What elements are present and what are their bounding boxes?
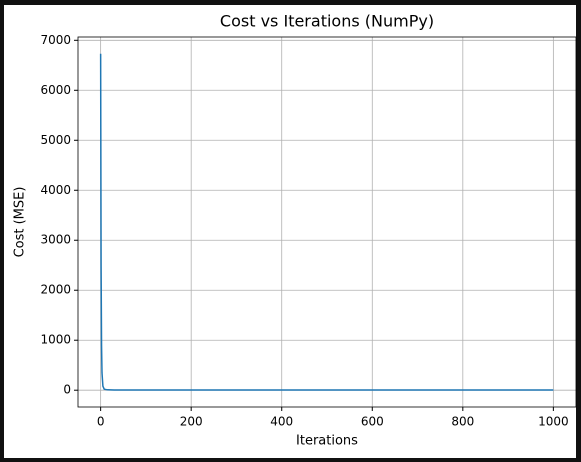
border-left	[0, 0, 4, 462]
y-tick-label: 4000	[40, 183, 71, 197]
y-tick-label: 3000	[40, 233, 71, 247]
chart-title: Cost vs Iterations (NumPy)	[220, 12, 434, 31]
x-tick-label: 600	[361, 415, 384, 429]
border-top	[0, 0, 581, 5]
y-tick-label: 0	[63, 383, 71, 397]
x-tick-label: 200	[180, 415, 203, 429]
border-bottom	[0, 458, 581, 462]
border-right	[576, 0, 581, 462]
axes-frame	[77, 36, 577, 408]
x-axis-label: Iterations	[296, 434, 358, 449]
y-tick-label: 6000	[40, 83, 71, 97]
y-axis-label: Cost (MSE)	[13, 187, 28, 258]
y-tick-label: 7000	[40, 33, 71, 47]
x-tick-label: 0	[97, 415, 105, 429]
y-tick-label: 5000	[40, 133, 71, 147]
x-tick-label: 800	[451, 415, 474, 429]
line	[99, 53, 554, 391]
x-tick-label: 400	[270, 415, 293, 429]
y-tick-label: 2000	[40, 283, 71, 297]
plot-area: 0 1000 2000 3000 4000 5000 6000 7000 0 200 400 600 8…	[40, 33, 577, 429]
y-tick-label: 1000	[40, 333, 71, 347]
x-tick-label: 1000	[538, 415, 569, 429]
